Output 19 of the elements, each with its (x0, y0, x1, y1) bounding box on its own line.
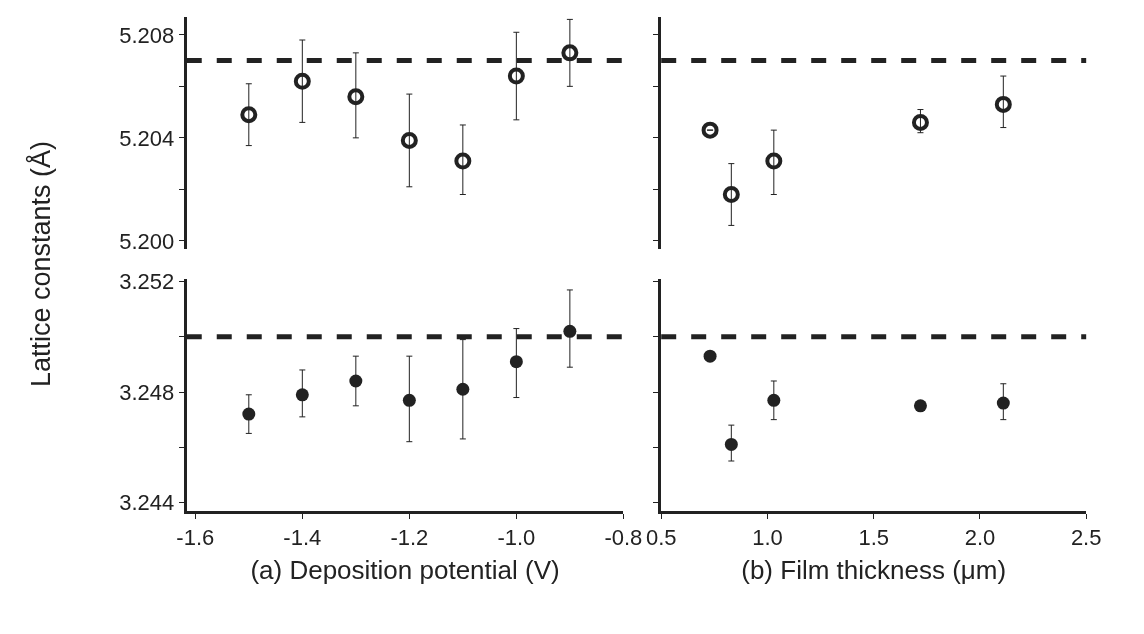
x-tick-label: -1.6 (176, 525, 215, 551)
y-tick-label: 3.244 (119, 490, 175, 516)
x-tick-label: 2.0 (964, 525, 996, 551)
y-tick-label: 3.252 (119, 269, 175, 295)
x-tick-label: 0.5 (645, 525, 677, 551)
y-tick-label: 5.200 (119, 228, 175, 254)
x-tick-label: 2.5 (1070, 525, 1102, 551)
x-tick-label: -1.2 (390, 525, 429, 551)
x-tick-label: -1.4 (283, 525, 322, 551)
y-tick-label: 5.208 (119, 22, 175, 48)
x-tick-label: 1.5 (858, 525, 889, 551)
y-tick-label: 5.204 (119, 125, 175, 151)
y-axis-title: Lattice constants (Å) (24, 140, 56, 388)
x-axis-title: (a) Deposition potential (V) (250, 554, 560, 585)
x-tick-label: -1.0 (497, 525, 536, 551)
x-tick-label: -0.8 (604, 525, 643, 551)
x-axis-title: (b) Film thickness (μm) (741, 554, 1007, 585)
x-tick-label: 1.0 (752, 525, 783, 551)
y-tick-label: 3.248 (119, 379, 175, 405)
